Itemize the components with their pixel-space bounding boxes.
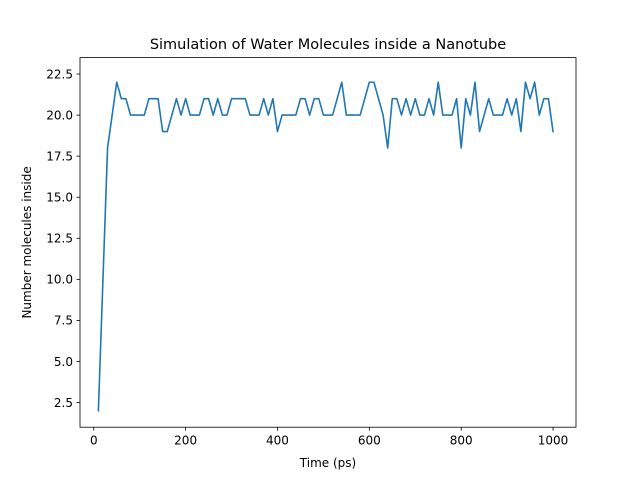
x-tick-label: 1000: [538, 434, 569, 448]
plot-frame: [79, 57, 577, 428]
x-tick-label: 0: [90, 434, 98, 448]
y-tick-label: 7.5: [54, 314, 73, 328]
series-line: [97, 81, 554, 412]
x-axis: 0 200 400 600 800 1000: [90, 427, 568, 448]
y-axis-label: Number molecules inside: [20, 166, 34, 318]
y-axis: 2.5 5.0 7.5 10.0 12.5 15.0 17.5 20.0 22.5: [46, 67, 80, 410]
series-group: [97, 81, 554, 412]
y-tick-label: 2.5: [54, 396, 73, 410]
y-tick-label: 17.5: [46, 149, 73, 163]
y-tick-label: 12.5: [46, 232, 73, 246]
y-tick-label: 15.0: [46, 191, 73, 205]
x-tick-label: 600: [358, 434, 381, 448]
chart-title: Simulation of Water Molecules inside a N…: [150, 37, 506, 53]
x-axis-label: Time (ps): [299, 456, 356, 470]
x-tick-label: 200: [174, 434, 197, 448]
y-tick-label: 20.0: [46, 108, 73, 122]
y-tick-label: 22.5: [46, 67, 73, 81]
y-tick-label: 5.0: [54, 355, 73, 369]
x-tick-label: 400: [266, 434, 289, 448]
x-tick-label: 800: [450, 434, 473, 448]
y-tick-label: 10.0: [46, 273, 73, 287]
